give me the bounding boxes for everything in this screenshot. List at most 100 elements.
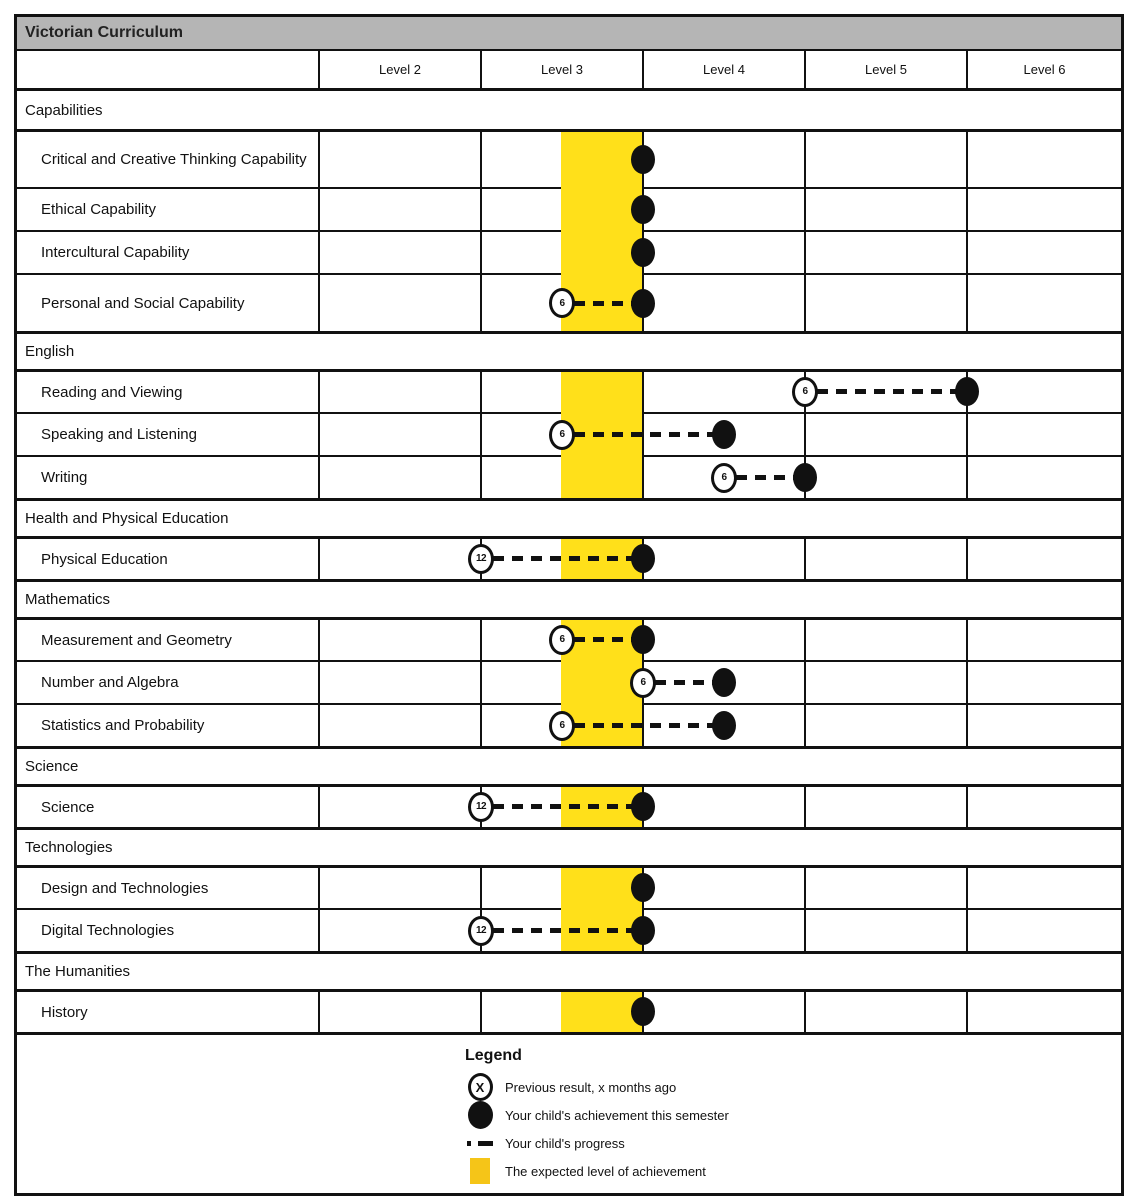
level-cell [804,539,966,579]
level-column-header: Level 5 [804,51,966,88]
expected-band-swatch-icon [465,1158,495,1184]
legend-title: Legend [465,1047,522,1064]
level-cell [804,868,966,908]
section-label: Health and Physical Education [25,510,229,527]
section-subject-group: Measurement and Geometry Number and Algeb… [17,617,1121,746]
level-cell [318,539,480,579]
progress-dash-line [574,637,633,642]
previous-result-circle-icon: X [465,1073,495,1101]
subject-name: Digital Technologies [41,922,175,939]
progress-dash-line [493,928,633,933]
level-cell [642,620,804,660]
achievement-dot [712,711,736,740]
level-cell [804,132,966,187]
level-cell [318,414,480,455]
subject-name: Writing [41,469,88,486]
level-cell [966,787,1121,827]
previous-months-label: 6 [559,634,565,645]
level-cell [966,620,1121,660]
level-cell [966,992,1121,1032]
level3-boundary-line [642,129,644,331]
achievement-dot [955,377,979,406]
previous-result-marker: 6 [549,624,575,655]
level-cell [642,232,804,273]
level-cell [318,992,480,1032]
previous-months-label: 6 [802,386,808,397]
previous-result-marker: 6 [549,419,575,450]
level-cell [480,132,642,187]
level-cell [318,132,480,187]
subject-name: Speaking and Listening [41,426,197,443]
level-cell [804,457,966,498]
expected-level-band [561,132,644,331]
achievement-dot [631,144,655,174]
level-cell [480,457,642,498]
previous-result-marker: 6 [549,288,575,318]
level-cell [642,132,804,187]
legend-item-label: Your child's achievement this semester [505,1107,729,1123]
progress-dash-line [493,804,633,809]
achievement-dot-glyph [467,1101,493,1129]
level-cell [966,662,1121,703]
level-cell [966,910,1121,951]
level3-boundary-line [642,865,644,951]
level-cell [966,539,1121,579]
progress-dash-line [574,723,714,728]
progress-dash-line [574,432,714,437]
subject-name: Measurement and Geometry [41,631,232,649]
level-cell [642,910,804,951]
subject-name: History [41,1003,88,1021]
level-cell [480,414,642,455]
subject-name: Intercultural Capability [41,244,190,261]
achievement-dot [631,288,655,318]
achievement-dot-icon [465,1101,495,1129]
achievement-dot [631,916,655,945]
legend-items: X Previous result, x months ago Your child… [465,1073,729,1185]
achievement-dot [712,668,736,697]
subject-row: Design and Technologies [17,865,1121,908]
expected-level-band [561,868,644,951]
previous-result-marker: 6 [549,710,575,741]
progress-dash-icon [465,1140,495,1146]
subject-name: Number and Algebra [41,674,179,691]
subject-name: Science [41,798,95,816]
subject-name: Personal and Social Capability [41,294,245,312]
achievement-dot [631,873,655,902]
level-cell [642,189,804,230]
section-row: The Humanities [17,951,1121,989]
section-label: Science [25,758,79,775]
level-cell [642,539,804,579]
level-column-header: Level 4 [642,51,804,88]
level-header-row: Level 2 Level 3 Level 4 Level 5 Level 6 [17,51,1121,91]
section-subject-group: Critical and Creative Thinking Capabilit… [17,129,1121,331]
legend-item: Your child's achievement this semester [465,1101,729,1129]
subject-name: Design and Technologies [41,879,209,897]
level-cell [804,910,966,951]
previous-result-marker: 6 [630,667,656,698]
legend: Legend X Previous result, x months ago You… [17,1032,1121,1193]
level-cell [966,414,1121,455]
level-cell [642,787,804,827]
report-body: Capabilities Critical and Creative Thinki… [17,91,1121,1032]
level-cell [804,620,966,660]
legend-item-label: Your child's progress [505,1135,625,1151]
legend-item: Your child's progress [465,1129,729,1157]
progress-dash-line [817,389,957,394]
section-label: Technologies [25,839,113,856]
achievement-dot [631,997,655,1026]
progress-dash-line [655,680,714,685]
achievement-dot [631,792,655,821]
subject-row: Critical and Creative Thinking Capabilit… [17,129,1121,187]
level-cell [804,189,966,230]
previous-months-label: 6 [559,297,565,309]
section-subject-group: Design and Technologies Digital Technolog… [17,865,1121,951]
section-subject-group: Reading and Viewing Speaking and Listenin… [17,369,1121,498]
level-cell [318,705,480,746]
subject-name: Statistics and Probability [41,717,205,734]
section-row: Technologies [17,827,1121,865]
section-row: Capabilities [17,91,1121,129]
previous-result-marker: 12 [468,915,494,946]
level-cell [966,372,1121,412]
level-cell [318,662,480,703]
section-row: Health and Physical Education [17,498,1121,536]
